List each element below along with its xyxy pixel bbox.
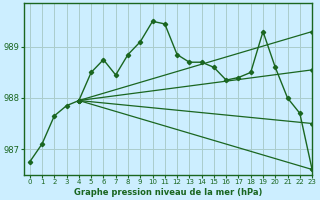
X-axis label: Graphe pression niveau de la mer (hPa): Graphe pression niveau de la mer (hPa) bbox=[74, 188, 262, 197]
